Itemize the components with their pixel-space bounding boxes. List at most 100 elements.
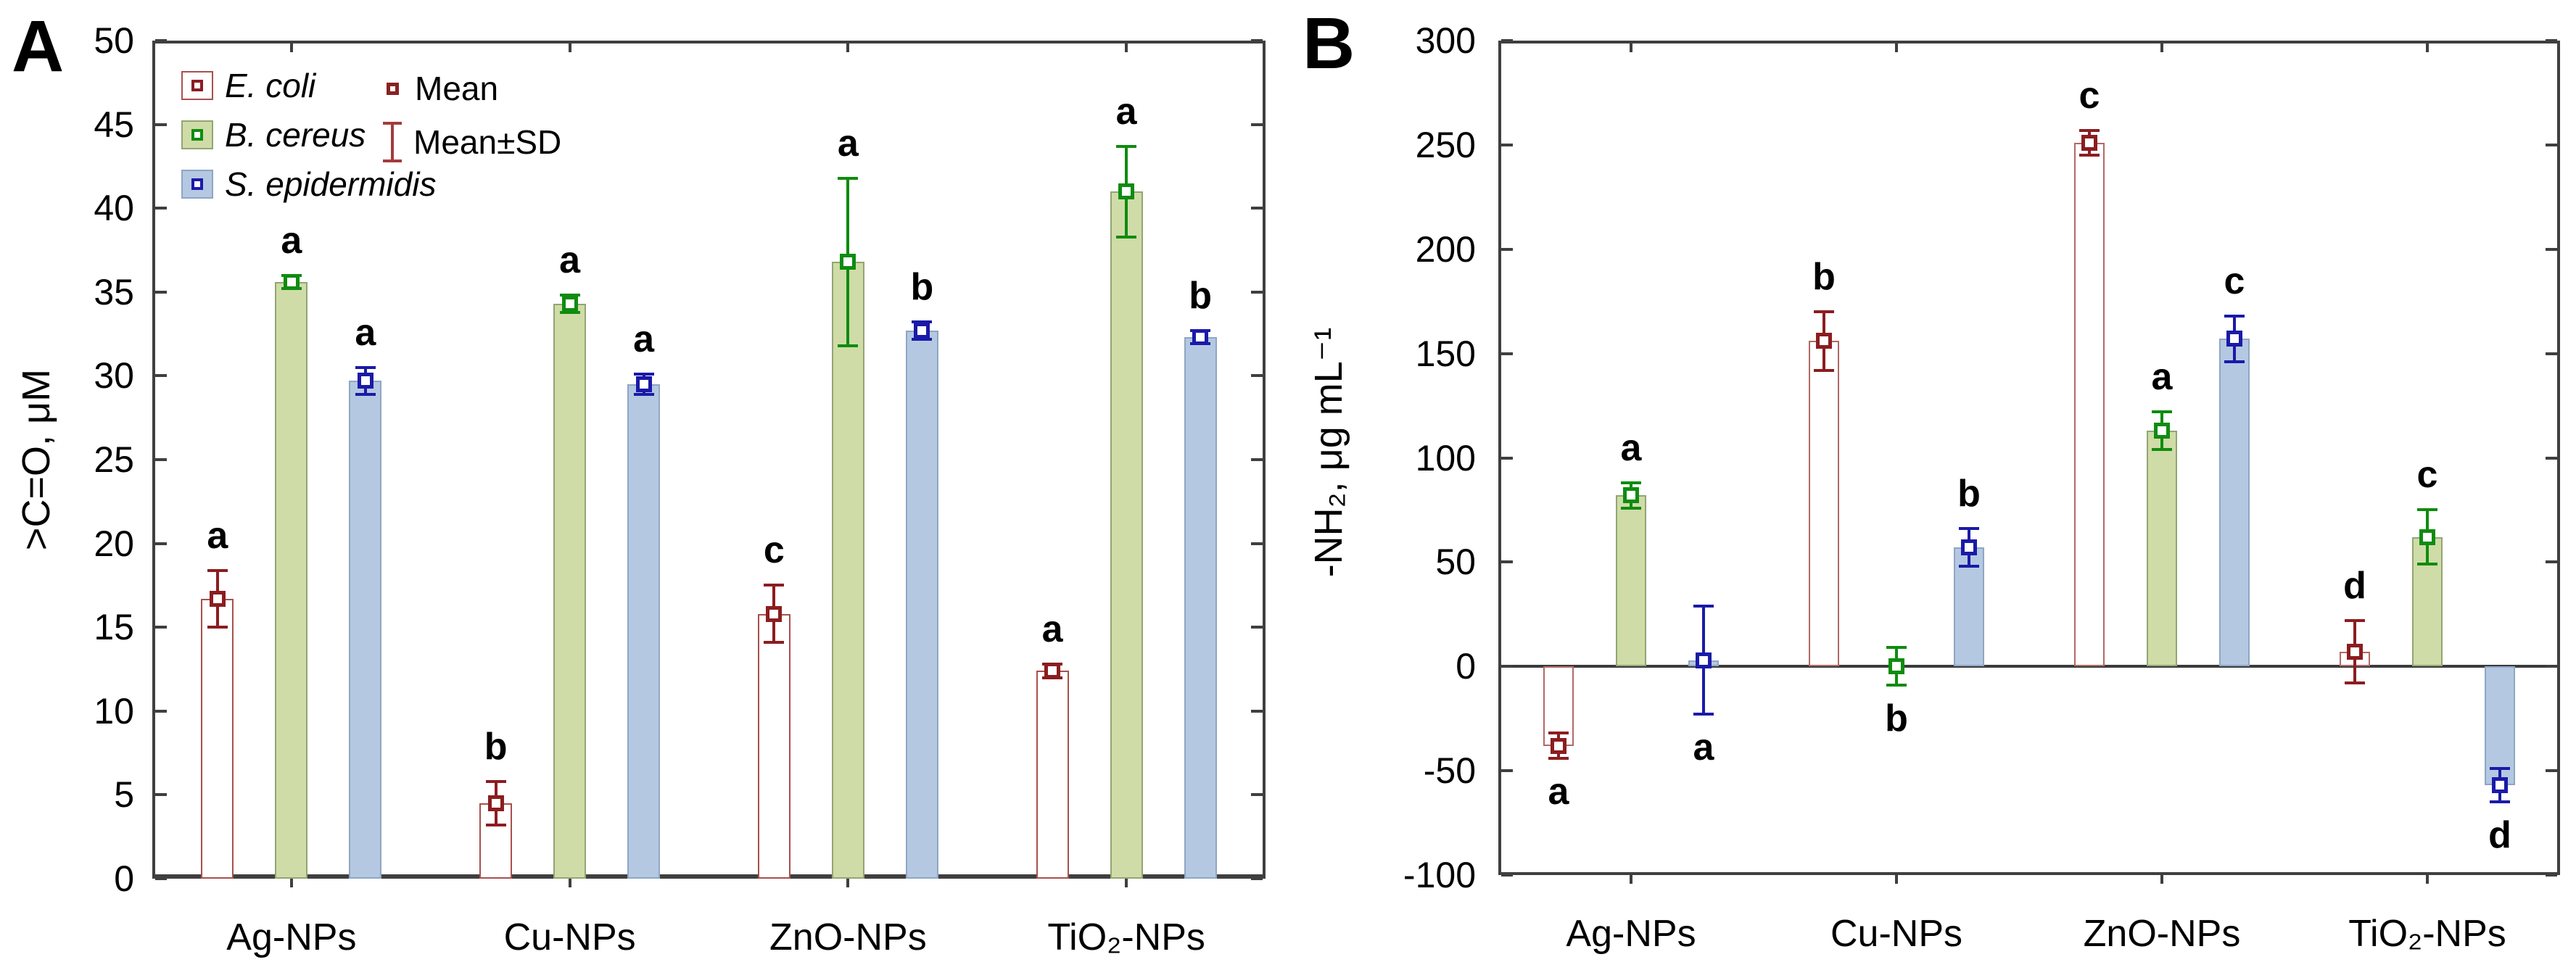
x-category-label: ZnO-NPs (769, 916, 927, 958)
sig-letter: d (2488, 814, 2511, 857)
y-tick (1251, 626, 1263, 629)
error-bar-cap (1693, 713, 1714, 716)
error-bar-cap (2152, 410, 2172, 414)
sig-letter: a (1620, 427, 1642, 470)
error-bar-cap (764, 584, 785, 587)
mean-marker (209, 590, 226, 607)
y-tick (1251, 877, 1263, 880)
y-tick-label: 25 (94, 439, 134, 480)
error-bar-cap (1886, 684, 1907, 687)
mean-marker (1192, 329, 1209, 346)
bar-b--cereus (275, 281, 308, 879)
bar-b--cereus (1616, 495, 1646, 667)
error-bar-cap (912, 320, 933, 324)
y-tick-label: 50 (94, 20, 134, 61)
y-tick-label: 50 (1435, 542, 1476, 583)
x-category-label: TiO₂-NPs (2348, 913, 2506, 955)
y-tick (1251, 709, 1263, 713)
e-coli-marker-icon (191, 80, 203, 91)
y-tick (155, 290, 167, 294)
sig-letter: a (559, 239, 581, 282)
legend-label-s-epidermidis: S. epidermidis (225, 165, 437, 203)
error-bar-cap (2224, 314, 2245, 318)
error-bar-cap (838, 176, 859, 180)
mean-marker (2492, 777, 2508, 794)
sig-letter: d (2343, 564, 2366, 607)
bar-s--epidermidis (2219, 339, 2250, 667)
sig-letter: a (837, 122, 859, 165)
mean-marker (2081, 134, 2097, 151)
legend-item-s-epidermidis: S. epidermidis (181, 165, 437, 203)
error-bar-cap (2079, 128, 2100, 132)
legend-item-mean-sd: Mean±SD (383, 122, 561, 162)
error-bar-cap (2224, 360, 2245, 364)
error-bar-cap (2417, 508, 2437, 512)
y-tick-label: 100 (1415, 437, 1476, 478)
y-tick (1501, 456, 1513, 460)
y-tick (1501, 247, 1513, 251)
error-bar-cap (559, 310, 580, 314)
x-tick (2160, 43, 2163, 52)
bar-e--coli (201, 598, 234, 879)
y-tick-label: 200 (1415, 228, 1476, 270)
sig-letter: a (1041, 608, 1063, 651)
y-tick (155, 374, 167, 378)
bar-e--coli (1809, 341, 1839, 667)
error-bar-cap (1548, 732, 1569, 735)
sig-letter: a (633, 318, 655, 361)
error-bar-cap (1959, 565, 1979, 568)
mean-marker (1044, 663, 1061, 679)
sig-letter: a (2151, 356, 2173, 399)
mean-marker (840, 254, 856, 270)
error-bar-cap (485, 779, 506, 783)
bar-s--epidermidis (905, 330, 938, 879)
sig-letter: c (2416, 454, 2438, 497)
mean-marker (1623, 487, 1639, 504)
error-bar-cap (2079, 154, 2100, 157)
error-bar-cap (838, 344, 859, 347)
legend-label-b-cereus: B. cereus (225, 116, 366, 154)
y-tick (1251, 793, 1263, 797)
y-tick (1251, 123, 1263, 126)
error-bar-cap (2490, 767, 2510, 771)
legend-item-mean: Mean (383, 72, 498, 105)
y-tick (1251, 290, 1263, 294)
x-tick (1630, 875, 1632, 884)
mean-marker (2419, 529, 2435, 545)
sig-letter: b (1812, 256, 1836, 299)
y-tick-label: 250 (1415, 124, 1476, 165)
bar-s--epidermidis (627, 384, 661, 879)
sig-letter: b (1957, 473, 1981, 515)
sig-letter: b (484, 725, 508, 768)
sig-letter: a (281, 219, 302, 262)
y-tick (1251, 458, 1263, 461)
e-coli-swatch-icon (181, 71, 213, 100)
y-tick (155, 458, 167, 461)
y-tick-label: 45 (94, 104, 134, 145)
bar-b--cereus (831, 262, 864, 879)
error-bar-cap (1693, 604, 1714, 608)
error-bar-cap (1814, 368, 1834, 372)
mean-marker (1816, 333, 1832, 349)
error-bar-cap (1814, 310, 1834, 314)
y-tick-label: 5 (114, 774, 134, 816)
y-tick-label: 15 (94, 607, 134, 648)
y-tick (1501, 874, 1513, 877)
x-tick (1630, 43, 1632, 52)
x-tick (846, 879, 850, 887)
sig-letter: b (1885, 697, 1908, 740)
bar-e--coli (2074, 142, 2105, 667)
s-epidermidis-swatch-icon (181, 170, 213, 199)
panel-B-frame (1498, 41, 2560, 875)
mean-marker (1888, 658, 1904, 675)
y-tick (155, 123, 167, 126)
panel-b-label: B (1303, 3, 1355, 84)
x-category-label: Ag-NPs (1566, 913, 1696, 955)
y-tick (1501, 143, 1513, 146)
y-tick (1251, 542, 1263, 545)
y-tick (2546, 560, 2557, 564)
sig-letter: c (763, 529, 785, 572)
mean-marker (2347, 644, 2363, 660)
sig-letter: a (355, 311, 376, 354)
x-tick (1125, 879, 1128, 887)
